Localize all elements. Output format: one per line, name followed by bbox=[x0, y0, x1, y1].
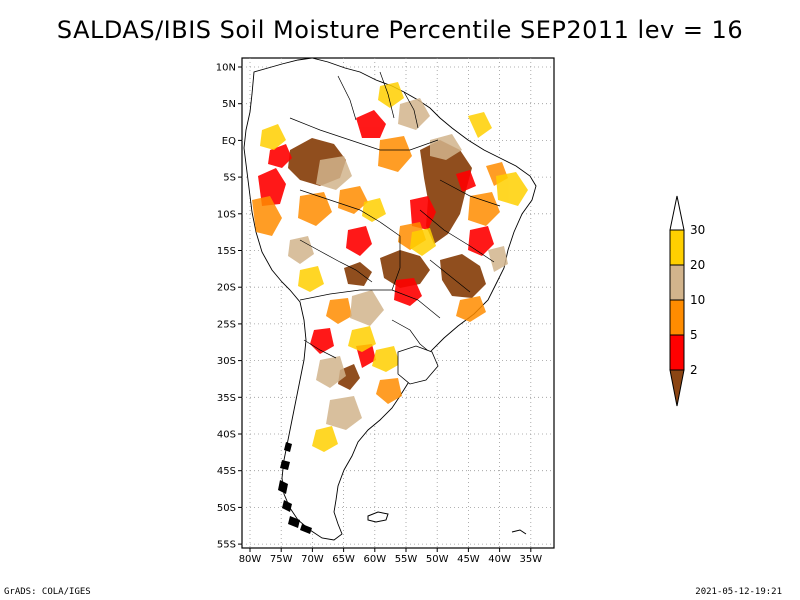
lat-label-5S: 5S bbox=[223, 173, 236, 184]
orange-5-10-blobs bbox=[252, 136, 508, 404]
lat-label-45S: 45S bbox=[217, 466, 236, 477]
lon-label-75W: 75W bbox=[270, 554, 293, 565]
latitude-tick-labels: 10N 5N EQ 5S 10S 15S 20S 25S 30S 35S 40S 45S 50S 55S bbox=[216, 63, 236, 551]
lat-label-10S: 10S bbox=[217, 209, 236, 220]
legend-box-10-20 bbox=[669, 264, 685, 301]
falkland-islands bbox=[367, 511, 389, 523]
lat-label-15S: 15S bbox=[217, 246, 236, 257]
lat-label-40S: 40S bbox=[217, 430, 236, 441]
legend-bottom-arrow bbox=[669, 369, 685, 407]
country-borders bbox=[289, 71, 501, 359]
axis-tick-marks bbox=[238, 66, 532, 552]
lon-label-45W: 45W bbox=[457, 554, 480, 565]
legend-box-5-10 bbox=[669, 299, 685, 336]
longitude-tick-labels: 80W 75W 70W 65W 60W 55W 50W 45W 40W 35W bbox=[239, 554, 543, 565]
chilean-fjords bbox=[278, 442, 312, 534]
lon-label-55W: 55W bbox=[395, 554, 418, 565]
lon-label-70W: 70W bbox=[301, 554, 324, 565]
red-2-5-blobs bbox=[258, 110, 494, 368]
footer-timestamp: 2021-05-12-19:21 bbox=[695, 587, 782, 597]
tan-10-20-blobs bbox=[288, 98, 508, 430]
legend-label-5: 5 bbox=[690, 328, 698, 342]
lat-label-5N: 5N bbox=[222, 99, 236, 110]
lat-label-EQ: EQ bbox=[222, 136, 236, 147]
south-georgia-island bbox=[511, 529, 527, 535]
page-title: SALDAS/IBIS Soil Moisture Percentile SEP… bbox=[56, 16, 744, 44]
lat-label-30S: 30S bbox=[217, 356, 236, 367]
color-legend: 30 20 10 5 2 bbox=[669, 195, 705, 407]
lon-label-80W: 80W bbox=[239, 554, 262, 565]
lon-label-65W: 65W bbox=[332, 554, 355, 565]
lat-label-55S: 55S bbox=[217, 540, 236, 551]
lat-label-50S: 50S bbox=[217, 503, 236, 514]
legend-top-arrow bbox=[669, 195, 685, 231]
legend-label-20: 20 bbox=[690, 258, 705, 272]
legend-label-2: 2 bbox=[690, 363, 698, 377]
legend-label-30: 30 bbox=[690, 223, 705, 237]
lon-label-50W: 50W bbox=[426, 554, 449, 565]
lon-label-60W: 60W bbox=[363, 554, 386, 565]
lon-label-35W: 35W bbox=[519, 554, 542, 565]
lat-label-10N: 10N bbox=[216, 63, 236, 74]
footer-credit: GrADS: COLA/IGES bbox=[4, 587, 91, 597]
lat-label-25S: 25S bbox=[217, 319, 236, 330]
legend-label-10: 10 bbox=[690, 293, 705, 307]
lat-label-35S: 35S bbox=[217, 393, 236, 404]
legend-box-20-30 bbox=[669, 229, 685, 266]
yellow-20-30-blobs bbox=[260, 82, 528, 452]
uruguay-outline bbox=[397, 345, 439, 385]
legend-box-2-5 bbox=[669, 334, 685, 371]
lat-label-20S: 20S bbox=[217, 283, 236, 294]
lon-label-40W: 40W bbox=[488, 554, 511, 565]
